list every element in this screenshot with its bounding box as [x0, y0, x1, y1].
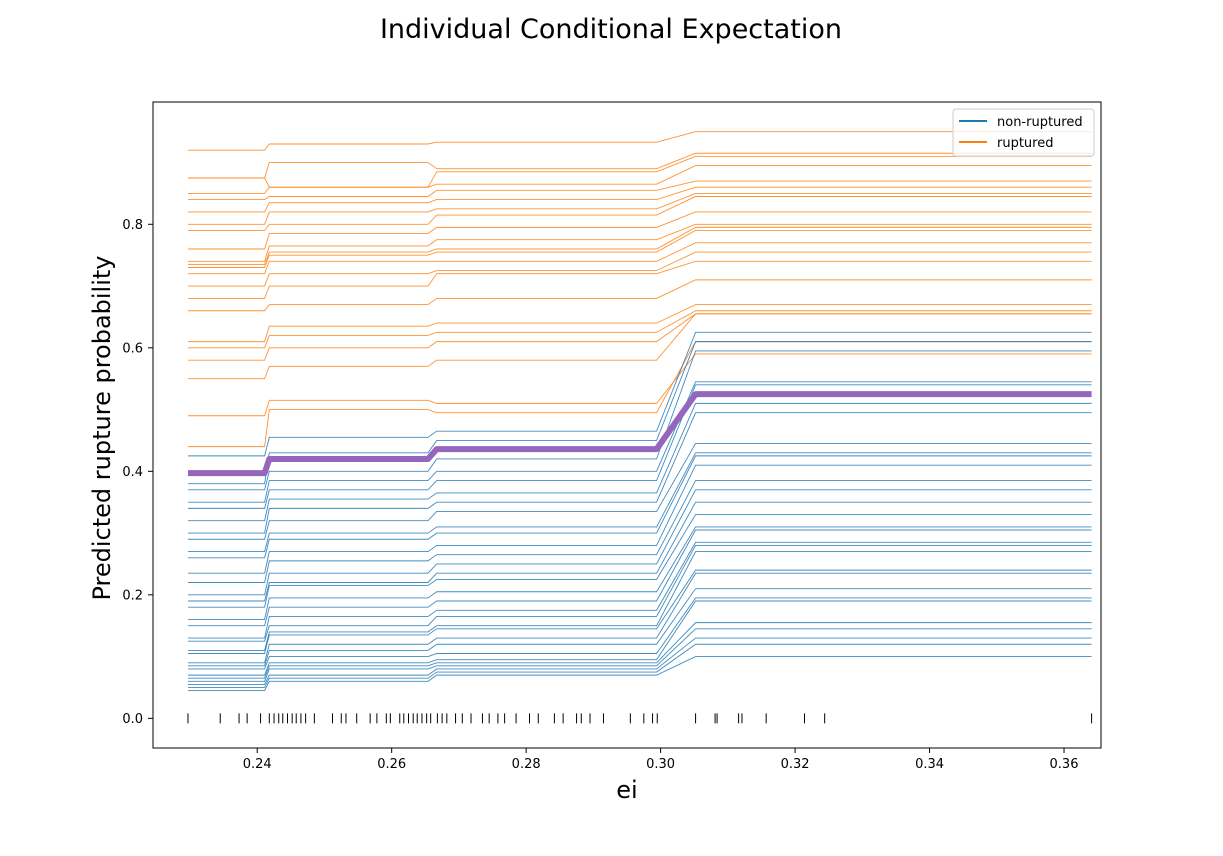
ice-line-non-ruptured-22 [187, 331, 1092, 457]
ice-line-non-ruptured-43 [187, 572, 1092, 664]
ice-line-non-ruptured-23 [187, 341, 1092, 485]
x-tick-label-0: 0.24 [243, 757, 272, 772]
ice-line-ruptured-0 [187, 131, 1092, 151]
chart-title: Individual Conditional Expectation [380, 14, 842, 45]
y-tick-label-2: 0.4 [122, 465, 143, 480]
ice-line-ruptured-4 [187, 180, 1092, 201]
ice-line-ruptured-17 [187, 310, 1092, 349]
ice-line-non-ruptured-33 [187, 480, 1092, 583]
ice-line-non-ruptured-37 [187, 526, 1092, 620]
y-axis-label: Predicted rupture probability [88, 255, 116, 600]
x-tick-label-1: 0.26 [377, 757, 406, 772]
ice-line-ruptured-16 [187, 304, 1092, 343]
ice-line-ruptured-2 [187, 155, 1092, 188]
x-tick-label-2: 0.28 [512, 757, 541, 772]
y-tick-label-1: 0.2 [122, 588, 143, 603]
ice-line-ruptured-18 [187, 313, 1092, 361]
ice-line-non-ruptured-32 [187, 464, 1092, 574]
ice-line-non-ruptured-49 [187, 637, 1092, 685]
ice-line-non-ruptured-44 [187, 588, 1092, 667]
ice-line-ruptured-14 [187, 260, 1092, 299]
ice-line-ruptured-9 [187, 223, 1092, 262]
ice-line-non-ruptured-42 [187, 569, 1092, 654]
ice-line-non-ruptured-51 [187, 656, 1092, 692]
ice-line-ruptured-5 [187, 186, 1092, 213]
ice-line-non-ruptured-34 [187, 489, 1092, 596]
ice-line-ruptured-7 [187, 196, 1092, 231]
ice-line-ruptured-19 [187, 313, 1092, 380]
y-axis: 0.0 0.2 0.4 0.6 0.8 [122, 218, 153, 727]
ice-line-ruptured-6 [187, 192, 1092, 225]
ice-line-non-ruptured-40 [187, 544, 1092, 642]
y-tick-label-4: 0.8 [122, 218, 143, 233]
ice-line-ruptured-3 [187, 165, 1092, 194]
ice-line-ruptured-11 [187, 230, 1092, 268]
x-tick-label-6: 0.36 [1050, 757, 1079, 772]
ice-line-non-ruptured-24 [187, 350, 1092, 491]
ice-line-non-ruptured-48 [187, 628, 1092, 682]
ice-line-ruptured-10 [187, 226, 1092, 265]
ice-line-non-ruptured-50 [187, 643, 1092, 688]
ice-line-ruptured-1 [187, 152, 1092, 179]
ice-line-non-ruptured-28 [187, 412, 1092, 534]
ice-line-non-ruptured-35 [187, 501, 1092, 602]
legend: non-ruptured ruptured [952, 108, 1095, 157]
x-tick-label-4: 0.32 [781, 757, 810, 772]
ice-line-non-ruptured-39 [187, 541, 1092, 639]
y-tick-label-3: 0.6 [122, 341, 143, 356]
x-axis-label: ei [616, 776, 637, 804]
ice-line-non-ruptured-27 [187, 402, 1092, 522]
ice-line-ruptured-20 [187, 353, 1092, 417]
ice-line-non-ruptured-47 [187, 622, 1092, 679]
ice-line-ruptured-21 [187, 341, 1092, 448]
legend-box [952, 108, 1095, 157]
plot-frame [152, 101, 1102, 749]
pd-average-line [187, 391, 1092, 477]
ice-line-non-ruptured-45 [187, 597, 1092, 670]
partial-dependence-line [187, 391, 1092, 477]
ice-line-ruptured-13 [187, 251, 1092, 287]
ice-lines [187, 131, 1092, 692]
y-tick-label-0: 0.0 [122, 712, 143, 727]
x-tick-label-5: 0.34 [915, 757, 944, 772]
ice-line-non-ruptured-38 [187, 529, 1092, 627]
ice-line-non-ruptured-36 [187, 514, 1092, 608]
x-tick-label-3: 0.30 [646, 757, 675, 772]
ice-line-non-ruptured-25 [187, 381, 1092, 503]
plot-area [152, 101, 1102, 749]
ice-line-non-ruptured-41 [187, 551, 1092, 651]
ice-line-non-ruptured-30 [187, 452, 1092, 553]
rug-marks [187, 713, 1093, 724]
ice-line-ruptured-12 [187, 242, 1092, 275]
ice-line-non-ruptured-46 [187, 600, 1092, 676]
ice-line-non-ruptured-29 [187, 443, 1092, 540]
x-axis: 0.24 0.26 0.28 0.30 0.32 0.34 0.36 [243, 748, 1079, 772]
plot-background [153, 102, 1101, 748]
legend-label-non-ruptured: non-ruptured [997, 115, 1083, 130]
ice-line-non-ruptured-31 [187, 455, 1092, 559]
ice-line-ruptured-8 [187, 211, 1092, 250]
legend-label-ruptured: ruptured [997, 136, 1053, 151]
ice-line-ruptured-15 [187, 279, 1092, 312]
